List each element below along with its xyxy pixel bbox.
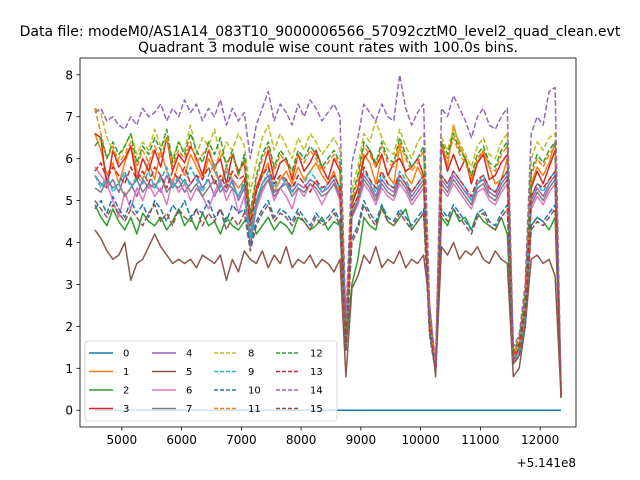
series-line-7 bbox=[94, 174, 562, 398]
legend-label-8: 8 bbox=[248, 349, 254, 360]
series-line-13 bbox=[94, 162, 562, 398]
legend-label-9: 9 bbox=[248, 367, 254, 378]
legend-frame bbox=[84, 340, 338, 422]
y-tick-label: 7 bbox=[65, 110, 73, 124]
legend-label-10: 10 bbox=[248, 386, 261, 397]
legend-label-12: 12 bbox=[310, 349, 323, 360]
series-layer bbox=[94, 74, 562, 411]
legend-label-15: 15 bbox=[310, 404, 323, 415]
y-tick-label: 4 bbox=[65, 236, 73, 250]
legend-label-14: 14 bbox=[310, 386, 323, 397]
chart-suptitle: Data file: modeM0/AS1A14_083T10_90000065… bbox=[20, 24, 621, 40]
x-tick-label: 7000 bbox=[226, 433, 257, 447]
legend-label-1: 1 bbox=[123, 367, 129, 378]
x-tick-label: 5000 bbox=[107, 433, 138, 447]
y-tick-label: 2 bbox=[65, 320, 73, 334]
series-line-15 bbox=[94, 200, 562, 398]
y-tick-label: 0 bbox=[65, 404, 73, 418]
x-offset-label: +5.141e8 bbox=[517, 456, 576, 470]
y-tick-label: 1 bbox=[65, 362, 73, 376]
y-tick-label: 6 bbox=[65, 152, 73, 166]
legend-label-2: 2 bbox=[123, 386, 129, 397]
x-tick-label: 9000 bbox=[346, 433, 377, 447]
chart-title: Quadrant 3 module wise count rates with … bbox=[138, 40, 518, 56]
x-tick-label: 12000 bbox=[521, 433, 559, 447]
series-line-14 bbox=[94, 74, 562, 394]
x-axis: 5000 6000 7000 8000 9000 10000 11000 12000 bbox=[107, 427, 559, 447]
series-line-12 bbox=[94, 128, 562, 394]
y-tick-label: 5 bbox=[65, 194, 73, 208]
legend-label-3: 3 bbox=[123, 404, 129, 415]
y-tick-label: 8 bbox=[65, 68, 73, 82]
legend-label-4: 4 bbox=[186, 349, 192, 360]
legend-label-13: 13 bbox=[310, 367, 323, 378]
series-line-10 bbox=[94, 195, 562, 398]
legend-label-0: 0 bbox=[123, 349, 129, 360]
series-line-2 bbox=[94, 204, 562, 390]
y-tick-label: 3 bbox=[65, 278, 73, 292]
x-tick-label: 11000 bbox=[461, 433, 499, 447]
legend-label-7: 7 bbox=[186, 404, 192, 415]
series-line-5 bbox=[94, 229, 562, 398]
x-tick-label: 8000 bbox=[286, 433, 317, 447]
x-tick-label: 6000 bbox=[166, 433, 197, 447]
legend-label-6: 6 bbox=[186, 386, 192, 397]
legend-label-11: 11 bbox=[248, 404, 261, 415]
y-axis: 0 1 2 3 4 5 6 7 8 bbox=[65, 68, 80, 418]
legend-label-5: 5 bbox=[186, 367, 192, 378]
series-line-11 bbox=[94, 108, 562, 398]
x-tick-label: 10000 bbox=[402, 433, 440, 447]
